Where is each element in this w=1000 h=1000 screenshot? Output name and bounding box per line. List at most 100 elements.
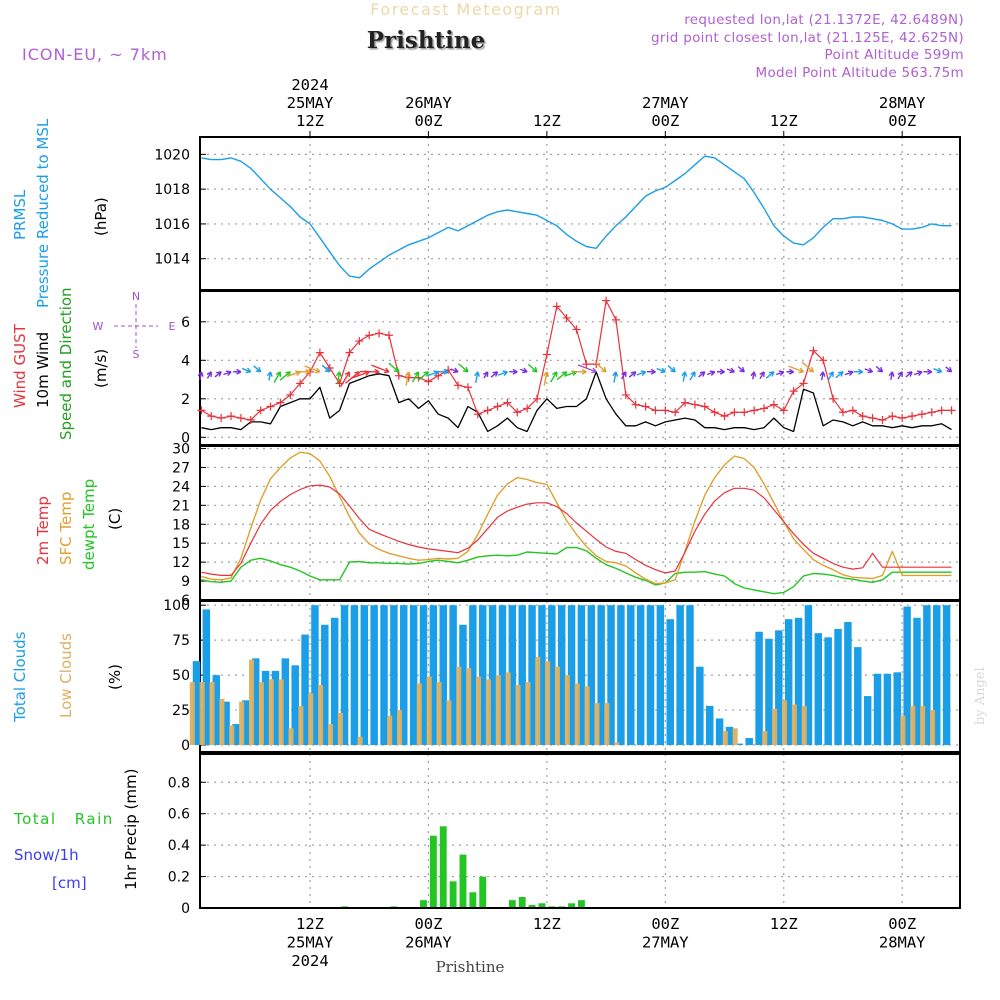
wind-arrow-head [768,371,775,377]
wind-direction-arrow [241,367,252,373]
wind-direction-arrow [667,365,676,373]
low-cloud-bar [209,682,215,746]
wind-arrow-head [927,368,933,375]
total-cloud-bar [232,724,240,746]
low-cloud-bar [594,703,600,746]
snow-unit-label: [cm] [52,874,87,892]
wind-direction-arrow [286,371,301,378]
low-cloud-bar [732,728,738,746]
low-cloud-bar [268,679,274,746]
gust-marker [819,356,828,365]
precip-frame [199,753,961,909]
rain-bar [528,904,536,908]
bottom-time-label: 12Z [770,915,798,933]
precip-ytick-label: 0 [181,901,190,917]
supertitle: Forecast Meteogram [370,0,561,19]
low-cloud-bar [495,675,501,746]
pressure-ytick-label: 1018 [154,182,190,198]
gust-marker [227,412,236,421]
gust-marker [365,331,374,340]
top-time-label: 2024 [291,76,328,94]
total-cloud-bar [617,605,625,746]
rain-bar [420,900,427,908]
total-cloud-bar [814,633,823,746]
total-cloud-bar [429,605,438,746]
bottom-time-label: 25MAY [287,934,334,952]
gust-marker [483,406,492,415]
wind-arrow-head [404,371,411,377]
pressure-unit: (hPa) [92,197,110,236]
rain-bar [479,876,487,908]
total-cloud-bar [251,658,260,746]
low-cloud-bar [456,666,462,746]
temp-2m-label: 2m Temp [34,496,52,565]
wind-direction-arrow [336,371,341,384]
gust-marker [750,406,759,415]
wind-arrow-head [245,367,252,374]
wind-arrow-head [837,371,844,377]
wind-arrow-head [750,371,757,377]
low-cloud-bar [397,710,403,746]
bottom-time-label: 12Z [533,915,561,933]
gust-marker [493,402,502,411]
wind-arrow-head [305,368,311,375]
wind-direction-arrow [827,371,834,381]
low-cloud-bar [762,731,768,746]
total-cloud-bar [666,619,674,746]
total-cloud-bar [409,605,418,746]
low-cloud-bar [288,728,294,746]
rain-bar [538,903,546,908]
temp-ytick-label: 27 [172,460,190,476]
prmsl-label: PRMSL [11,189,29,240]
wind-arrow-head [324,366,331,373]
wind-arrow-head [828,371,834,377]
top-time-label: 12Z [770,112,798,130]
low-cloud-bar [910,705,916,746]
wind-ytick-label: 6 [181,315,190,331]
gust-marker [621,390,630,399]
wind-direction-arrow [788,365,804,373]
gust-marker [256,406,265,415]
gust-marker [246,415,255,424]
total-cloud-bar [419,605,428,746]
wind-arrow-head [601,366,607,373]
sfc-temp-line [201,451,952,585]
wind-direction-arrow [636,371,646,376]
rain-bar [449,881,457,908]
total-cloud-bar [913,617,921,746]
wind-direction-arrow [543,371,548,386]
wind-arrow-head [552,371,558,377]
wind-arrow-head [591,367,597,374]
gust-marker [720,412,729,421]
temp-ytick-label: 15 [172,536,190,552]
gust-marker [671,408,680,417]
top-time-label: 26MAY [405,94,452,112]
low-cloud-bar [199,682,205,746]
total-cloud-bar [686,605,694,746]
gust-marker [937,406,946,415]
low-cloud-bar [525,682,531,746]
wind-arrow-head [393,366,400,373]
temp-ytick-label: 21 [172,498,190,514]
compass-w: W [93,320,104,333]
wind-arrow-head [413,371,420,377]
low-cloud-bar [258,682,264,746]
low-clouds-label: Low Clouds [57,633,75,718]
temp-unit: (C) [106,508,124,530]
wind-direction-arrow [411,371,420,383]
cloud-ytick-label: 50 [172,668,190,684]
total-cloud-bar [656,605,665,746]
cloud-ytick-label: 100 [163,598,190,614]
precip-ytick-label: 0.4 [168,838,190,854]
low-cloud-bar [535,656,541,746]
wind-direction-arrow [417,371,429,382]
wind-arrow-head [612,371,619,377]
low-cloud-bar [801,705,807,746]
wind-arrow-head [474,371,481,377]
wind-arrow-head [759,371,765,377]
gust-marker [848,406,857,415]
total-cloud-bar [449,605,457,746]
gust-marker [296,379,305,388]
total-cloud-bar [646,605,655,746]
bottom-time-label: 00Z [888,915,916,933]
